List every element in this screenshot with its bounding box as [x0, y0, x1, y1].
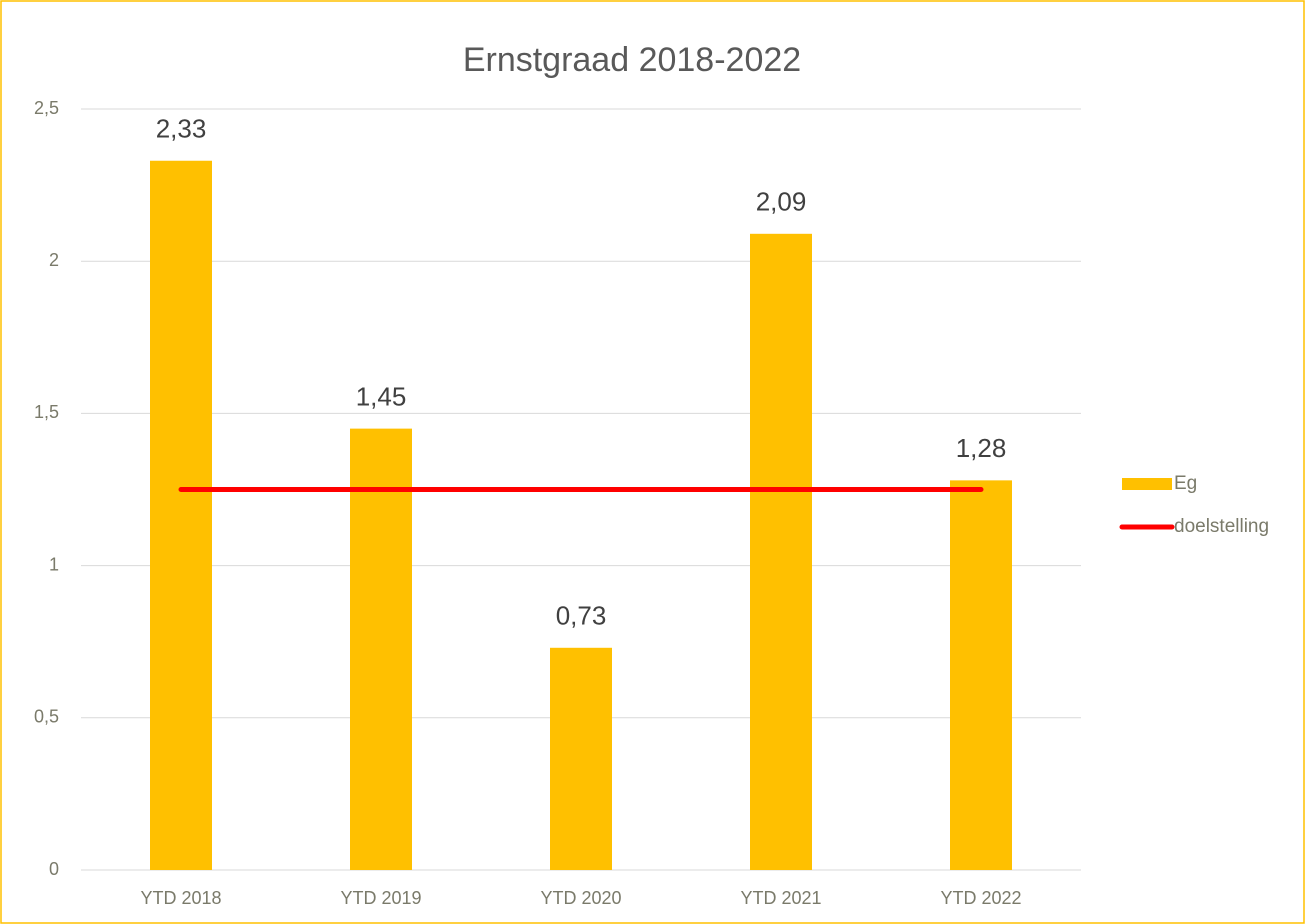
data-label: 1,45 [356, 381, 407, 411]
legend-label: doelstelling [1174, 516, 1269, 537]
x-tick-label: YTD 2020 [540, 888, 621, 908]
y-tick-label: 1,5 [34, 402, 59, 422]
x-tick-label: YTD 2019 [340, 888, 421, 908]
data-label: 1,28 [956, 433, 1007, 463]
data-label: 2,09 [756, 187, 807, 217]
bar [750, 233, 812, 870]
bar [950, 480, 1012, 870]
y-tick-label: 2 [49, 250, 59, 270]
x-tick-label: YTD 2021 [740, 888, 821, 908]
x-tick-label: YTD 2018 [140, 888, 221, 908]
data-label: 0,73 [556, 601, 607, 631]
chart-title: Ernstgraad 2018-2022 [463, 41, 801, 79]
y-tick-label: 0,5 [34, 707, 59, 727]
y-tick-label: 2,5 [34, 98, 59, 118]
bar [350, 428, 412, 870]
bar [150, 160, 212, 871]
data-label: 2,33 [156, 114, 207, 144]
legend-swatch [1122, 478, 1172, 490]
y-tick-label: 0 [49, 859, 59, 879]
bar [550, 647, 612, 870]
y-tick-label: 1 [49, 554, 59, 574]
legend-label: Eg [1174, 473, 1197, 494]
x-tick-label: YTD 2022 [940, 888, 1021, 908]
